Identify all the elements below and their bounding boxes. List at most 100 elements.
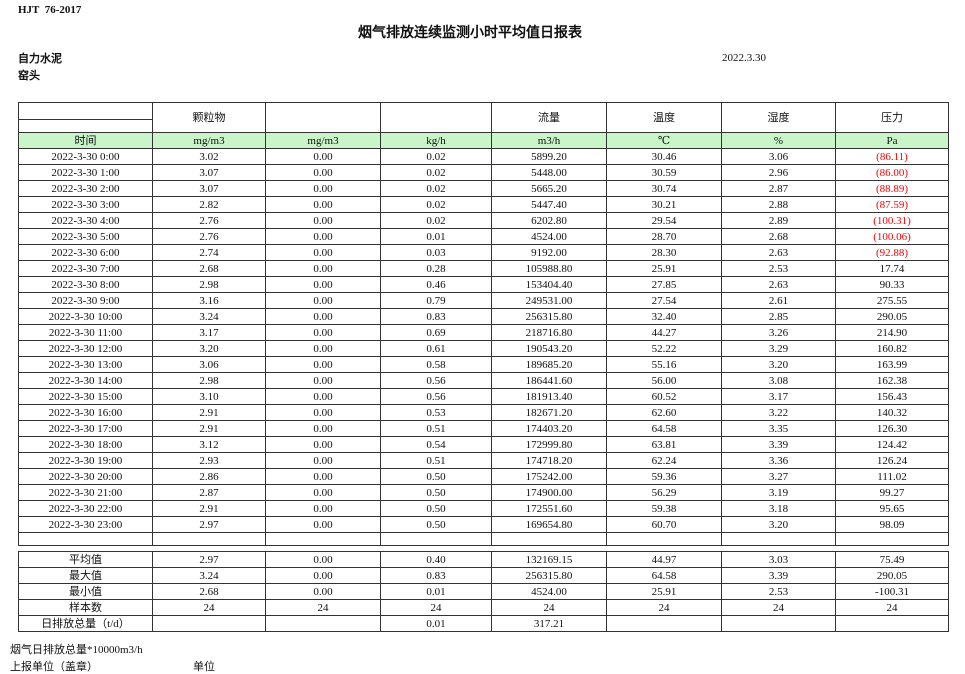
hourly-data-row: 2022-3-30 11:00 3.17 0.00 0.69 218716.80 44.2… (18, 324, 949, 341)
value-cell: -100.31 (835, 583, 949, 600)
value-cell: 2.53 (721, 260, 836, 277)
value-cell: 2.98 (152, 276, 266, 293)
value-cell: 2.61 (721, 292, 836, 309)
value-cell: 0.50 (380, 468, 492, 485)
value-cell: 5899.20 (491, 148, 607, 165)
row-label-cell: 2022-3-30 18:00 (18, 436, 153, 453)
column-group-pressure: 压力 (835, 102, 949, 133)
value-cell: 0.46 (380, 276, 492, 293)
value-cell: 162.38 (835, 372, 949, 389)
row-label-cell: 2022-3-30 16:00 (18, 404, 153, 421)
value-cell: 160.82 (835, 340, 949, 357)
report-date: 2022.3.30 (722, 52, 766, 64)
hourly-data-row: 2022-3-30 4:00 2.76 0.00 0.02 6202.80 29.54 2.… (18, 212, 949, 229)
value-cell: 25.91 (606, 260, 722, 277)
value-cell: 63.81 (606, 436, 722, 453)
value-cell: 0.01 (380, 583, 492, 600)
value-cell: 2.76 (152, 212, 266, 229)
hourly-data-row: 2022-3-30 8:00 2.98 0.00 0.46 153404.40 27.85… (18, 276, 949, 293)
hourly-data-row: 2022-3-30 13:00 3.06 0.00 0.58 189685.20 55.1… (18, 356, 949, 373)
value-cell: 105988.80 (491, 260, 607, 277)
value-cell: 32.40 (606, 308, 722, 325)
page-title: 烟气排放连续监测小时平均值日报表 (358, 26, 582, 41)
row-label-cell: 2022-3-30 8:00 (18, 276, 153, 293)
value-cell: 44.27 (606, 324, 722, 341)
header-blank-cell-bottom (18, 119, 153, 133)
hourly-data-row: 2022-3-30 12:00 3.20 0.00 0.61 190543.20 52.2… (18, 340, 949, 357)
row-label-cell: 2022-3-30 11:00 (18, 324, 153, 341)
value-cell: 186441.60 (491, 372, 607, 389)
row-label-cell: 2022-3-30 12:00 (18, 340, 153, 357)
value-cell: 0.56 (380, 372, 492, 389)
value-cell: 0.00 (265, 340, 381, 357)
value-cell: 52.22 (606, 340, 722, 357)
value-cell: 156.43 (835, 388, 949, 405)
value-cell: 0.00 (265, 551, 381, 568)
value-cell: 256315.80 (491, 308, 607, 325)
hourly-data-table: 颗粒物 流量 温度 湿度 压力 时间 mg/m3 mg/m3 kg/h m3/h… (18, 102, 949, 546)
value-cell: 3.16 (152, 292, 266, 309)
row-label-cell: 2022-3-30 22:00 (18, 500, 153, 517)
value-cell: (87.59) (835, 196, 949, 213)
value-cell: 25.91 (606, 583, 722, 600)
column-group-temperature: 温度 (606, 102, 722, 133)
value-cell: 0.61 (380, 340, 492, 357)
value-cell: 27.54 (606, 292, 722, 309)
value-cell: 0.00 (265, 276, 381, 293)
value-cell: 24 (152, 599, 266, 616)
value-cell: 98.09 (835, 516, 949, 533)
value-cell: 0.00 (265, 164, 381, 181)
value-cell: 2.74 (152, 244, 266, 261)
value-cell: 0.02 (380, 164, 492, 181)
value-cell: 30.21 (606, 196, 722, 213)
row-label-cell: 2022-3-30 10:00 (18, 308, 153, 325)
empty-cell (606, 532, 722, 546)
value-cell: 95.65 (835, 500, 949, 517)
value-cell: 3.35 (721, 420, 836, 437)
value-cell: 64.58 (606, 420, 722, 437)
value-cell: 0.00 (265, 260, 381, 277)
row-label-cell: 2022-3-30 7:00 (18, 260, 153, 277)
value-cell: 5447.40 (491, 196, 607, 213)
value-cell: 0.00 (265, 516, 381, 533)
row-label-cell: 最大值 (18, 567, 153, 584)
value-cell: 2.63 (721, 276, 836, 293)
value-cell: 317.21 (491, 615, 607, 632)
value-cell: 24 (491, 599, 607, 616)
column-group-flow: 流量 (491, 102, 607, 133)
value-cell: 2.89 (721, 212, 836, 229)
value-cell: 2.97 (152, 551, 266, 568)
header-unit-kgh: kg/h (380, 132, 492, 149)
value-cell: (92.88) (835, 244, 949, 261)
value-cell: 0.02 (380, 148, 492, 165)
value-cell: 0.00 (265, 388, 381, 405)
column-group-blank-1 (265, 102, 381, 133)
value-cell: 0.54 (380, 436, 492, 453)
column-group-blank-2 (380, 102, 492, 133)
value-cell: 0.40 (380, 551, 492, 568)
value-cell: 30.59 (606, 164, 722, 181)
value-cell: 2.68 (152, 260, 266, 277)
value-cell: 59.36 (606, 468, 722, 485)
value-cell: 0.51 (380, 452, 492, 469)
value-cell: 3.29 (721, 340, 836, 357)
value-cell: 169654.80 (491, 516, 607, 533)
value-cell: (100.06) (835, 228, 949, 245)
value-cell: 2.68 (721, 228, 836, 245)
hourly-data-row: 2022-3-30 16:00 2.91 0.00 0.53 182671.20 62.6… (18, 404, 949, 421)
value-cell: 9192.00 (491, 244, 607, 261)
value-cell: 3.36 (721, 452, 836, 469)
value-cell: 2.53 (721, 583, 836, 600)
value-cell: 3.20 (152, 340, 266, 357)
empty-cell (152, 532, 266, 546)
row-label-cell: 2022-3-30 20:00 (18, 468, 153, 485)
value-cell: 24 (606, 599, 722, 616)
row-label-cell: 2022-3-30 21:00 (18, 484, 153, 501)
value-cell: 0.02 (380, 196, 492, 213)
empty-cell (18, 532, 153, 546)
value-cell: 0.50 (380, 484, 492, 501)
value-cell: 249531.00 (491, 292, 607, 309)
value-cell: 3.26 (721, 324, 836, 341)
value-cell: 111.02 (835, 468, 949, 485)
hourly-data-row: 2022-3-30 15:00 3.10 0.00 0.56 181913.40 60.5… (18, 388, 949, 405)
